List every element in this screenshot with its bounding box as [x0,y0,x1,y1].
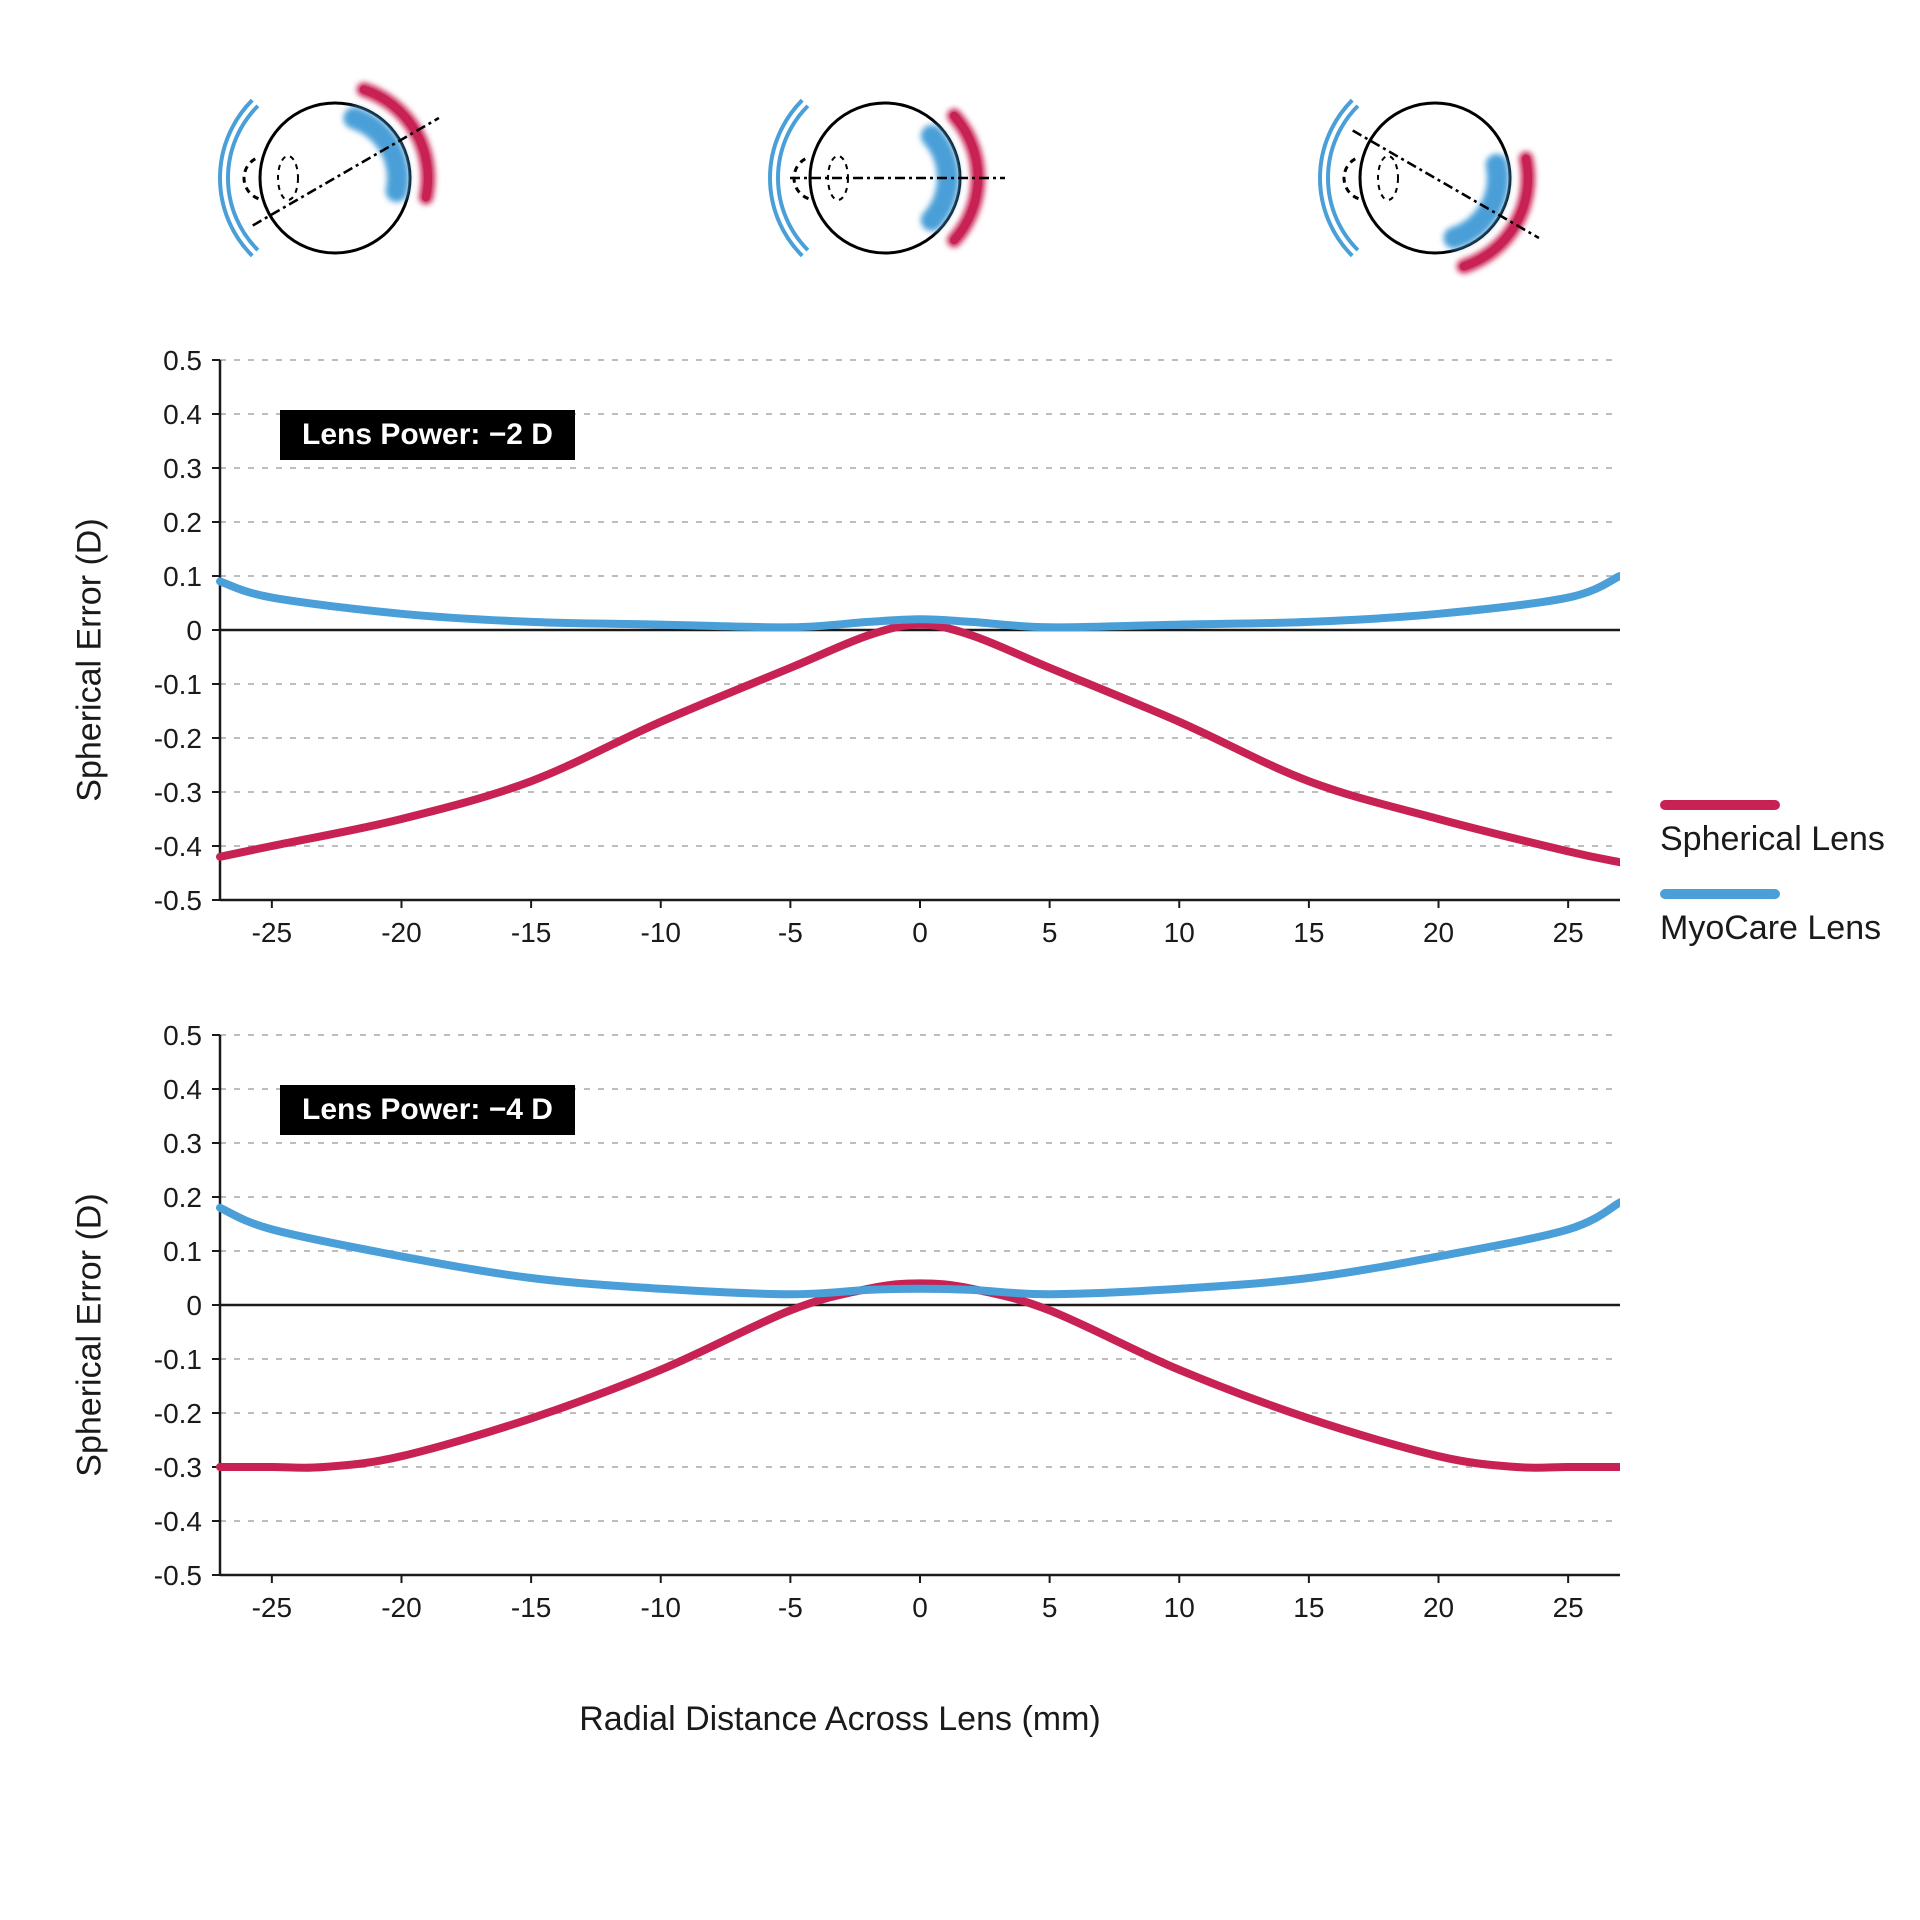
svg-text:-20: -20 [381,917,421,948]
svg-text:15: 15 [1293,1592,1324,1623]
svg-text:-0.5: -0.5 [154,1560,202,1591]
svg-text:-0.3: -0.3 [154,777,202,808]
svg-text:-25: -25 [252,1592,292,1623]
chart-block-0: Spherical Error (D) Lens Power: −2 D -0.… [60,350,1620,970]
svg-text:0.1: 0.1 [163,1236,202,1267]
svg-text:-20: -20 [381,1592,421,1623]
svg-text:-15: -15 [511,1592,551,1623]
eye-diagram-left [190,53,490,308]
svg-text:5: 5 [1042,917,1058,948]
legend-item-spherical: Spherical Lens [1660,800,1885,859]
svg-text:0.5: 0.5 [163,1025,202,1051]
eye-diagrams-row [190,50,1590,310]
svg-text:-15: -15 [511,917,551,948]
svg-text:0: 0 [186,615,202,646]
legend-swatch-spherical [1660,800,1780,810]
svg-text:0.2: 0.2 [163,507,202,538]
eye-diagram-right [1290,53,1590,308]
page: Spherical Error (D) Lens Power: −2 D -0.… [0,0,1920,1920]
y-axis-label: Spherical Error (D) [71,470,110,850]
svg-text:0.1: 0.1 [163,561,202,592]
chart-block-1: Spherical Error (D) Lens Power: −4 D -0.… [60,1025,1620,1645]
legend-label: Spherical Lens [1660,820,1885,858]
svg-text:0.5: 0.5 [163,350,202,376]
content-row: Spherical Error (D) Lens Power: −2 D -0.… [60,350,1860,1739]
svg-text:0.4: 0.4 [163,399,202,430]
svg-text:-0.4: -0.4 [154,831,202,862]
svg-text:10: 10 [1164,917,1195,948]
chart-title-box: Lens Power: −2 D [280,410,575,460]
legend-label: MyoCare Lens [1660,909,1881,947]
eye-diagram-center [740,53,1040,308]
svg-text:-0.3: -0.3 [154,1452,202,1483]
svg-text:25: 25 [1553,917,1584,948]
svg-text:-25: -25 [252,917,292,948]
chart-title: Lens Power: −4 D [302,1093,553,1126]
svg-text:-5: -5 [778,917,803,948]
svg-text:0.3: 0.3 [163,1128,202,1159]
svg-text:25: 25 [1553,1592,1584,1623]
svg-text:-5: -5 [778,1592,803,1623]
svg-text:0: 0 [912,1592,928,1623]
svg-text:0: 0 [186,1290,202,1321]
svg-text:-0.5: -0.5 [154,885,202,916]
chart-title-box: Lens Power: −4 D [280,1085,575,1135]
svg-text:20: 20 [1423,1592,1454,1623]
svg-text:-0.2: -0.2 [154,723,202,754]
svg-text:-0.1: -0.1 [154,669,202,700]
legend: Spherical Lens MyoCare Lens [1660,770,1885,978]
svg-text:15: 15 [1293,917,1324,948]
charts-column: Spherical Error (D) Lens Power: −2 D -0.… [60,350,1620,1739]
svg-text:-0.2: -0.2 [154,1398,202,1429]
svg-text:0.4: 0.4 [163,1074,202,1105]
svg-text:5: 5 [1042,1592,1058,1623]
legend-swatch-myocare [1660,889,1780,899]
svg-text:-10: -10 [641,917,681,948]
svg-text:0.3: 0.3 [163,453,202,484]
svg-text:0: 0 [912,917,928,948]
svg-text:-10: -10 [641,1592,681,1623]
svg-text:20: 20 [1423,917,1454,948]
svg-text:-0.4: -0.4 [154,1506,202,1537]
chart-title: Lens Power: −2 D [302,418,553,451]
legend-item-myocare: MyoCare Lens [1660,889,1885,948]
y-axis-label: Spherical Error (D) [71,1145,110,1525]
x-axis-label: Radial Distance Across Lens (mm) [60,1700,1620,1739]
svg-text:0.2: 0.2 [163,1182,202,1213]
svg-text:-0.1: -0.1 [154,1344,202,1375]
svg-text:10: 10 [1164,1592,1195,1623]
